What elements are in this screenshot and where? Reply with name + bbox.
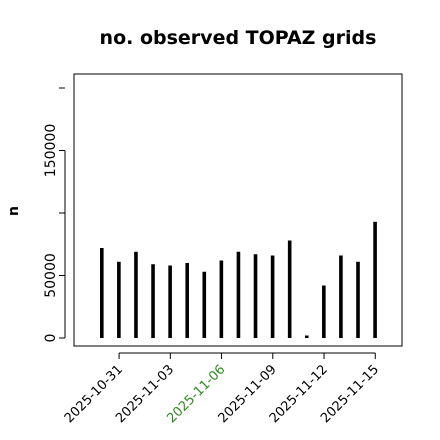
y-axis: 0 50000 150000	[43, 87, 66, 343]
y-tick-label: 0	[43, 334, 59, 343]
x-axis: 2025-10-312025-11-032025-11-062025-11-09…	[62, 352, 382, 426]
bar	[100, 248, 104, 338]
bar	[270, 255, 275, 338]
y-tick-label: 150000	[43, 124, 59, 177]
plot-area	[73, 73, 403, 347]
bar	[151, 264, 155, 338]
bar	[202, 271, 207, 338]
bar	[134, 251, 138, 338]
y-axis-label: n	[6, 206, 22, 216]
bar	[168, 265, 172, 338]
bars	[100, 221, 377, 338]
bar	[253, 254, 258, 338]
bar	[236, 251, 241, 338]
bar	[322, 285, 326, 338]
bar	[185, 263, 189, 338]
y-tick-label: 50000	[43, 253, 59, 298]
bar	[356, 261, 360, 338]
bar	[304, 335, 309, 338]
bar	[219, 260, 224, 338]
bar	[373, 221, 377, 338]
chart-title: no. observed TOPAZ grids	[100, 27, 377, 49]
bar	[117, 261, 121, 338]
bar	[287, 240, 292, 338]
bar	[339, 255, 343, 338]
